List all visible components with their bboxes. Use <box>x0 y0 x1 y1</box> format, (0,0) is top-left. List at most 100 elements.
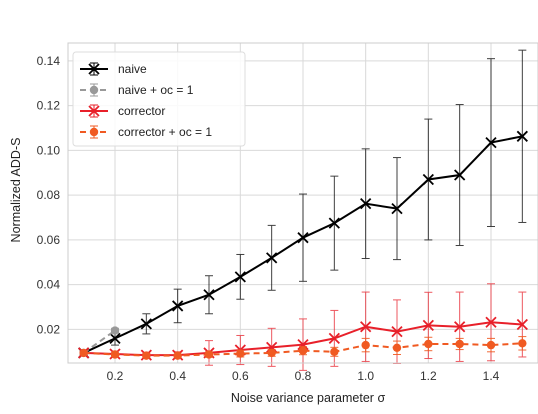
x-marker-stroke <box>297 339 309 351</box>
legend: naive naive + oc = 1 corrector corrector + … <box>72 51 246 147</box>
data-point <box>266 252 278 264</box>
series-line <box>83 342 523 357</box>
data-point <box>391 202 403 215</box>
series-group <box>78 49 528 371</box>
data-point <box>455 339 464 349</box>
data-point <box>518 339 527 348</box>
legend-label: corrector + oc = 1 <box>118 125 212 139</box>
x-tick-label: 0.2 <box>107 369 124 383</box>
y-tick-label: 0.02 <box>37 322 61 336</box>
x-marker-stroke <box>88 63 100 75</box>
data-point <box>361 340 370 350</box>
x-marker-stroke <box>485 136 497 149</box>
x-marker-stroke <box>485 316 497 328</box>
x-marker-stroke <box>454 321 466 333</box>
data-point <box>422 319 434 332</box>
data-point <box>173 351 182 360</box>
legend-label: corrector <box>118 104 165 118</box>
x-marker-stroke <box>297 232 309 244</box>
y-tick-labels: 0.02 0.04 0.06 0.08 0.10 0.12 0.14 <box>37 54 61 337</box>
x-marker-stroke <box>328 332 340 345</box>
data-point <box>142 351 151 360</box>
x-marker-stroke <box>454 169 466 181</box>
y-tick-label: 0.12 <box>37 99 61 113</box>
data-point <box>424 339 433 349</box>
x-tick-label: 0.4 <box>169 369 186 383</box>
x-marker-stroke <box>422 173 434 186</box>
data-point <box>392 343 402 352</box>
x-marker-stroke <box>391 326 403 338</box>
data-point <box>330 347 339 357</box>
data-point <box>328 332 340 345</box>
legend-item: corrector <box>80 104 165 118</box>
data-point <box>391 326 403 338</box>
x-marker-stroke <box>360 198 372 210</box>
series-corrector-oc-1 <box>79 336 527 360</box>
data-point <box>454 321 466 333</box>
y-tick-label: 0.10 <box>37 143 61 157</box>
data-point <box>297 339 309 351</box>
y-tick-label: 0.04 <box>37 278 61 292</box>
x-tick-label: 1.2 <box>420 369 437 383</box>
data-point <box>516 130 528 142</box>
y-axis-label: Normalized ADD-S <box>9 138 23 243</box>
data-point <box>486 340 496 350</box>
data-point <box>267 348 276 358</box>
y-tick-label: 0.14 <box>37 54 61 68</box>
y-tick-label: 0.08 <box>37 188 61 202</box>
data-point <box>454 169 466 181</box>
data-point <box>79 348 88 358</box>
data-point <box>110 326 120 335</box>
data-point <box>485 316 497 328</box>
data-point <box>234 271 246 283</box>
data-point <box>516 318 528 331</box>
data-point <box>360 321 372 333</box>
data-point <box>422 173 434 186</box>
x-marker-stroke <box>203 289 215 301</box>
x-marker-stroke <box>391 202 403 215</box>
y-tick-label: 0.06 <box>37 233 61 247</box>
legend-marker <box>88 63 100 75</box>
legend-marker <box>88 105 100 117</box>
x-marker-stroke <box>328 217 340 229</box>
data-point <box>109 332 121 345</box>
legend-label: naive <box>118 62 147 76</box>
legend-marker <box>89 85 99 95</box>
x-marker-stroke <box>172 300 184 312</box>
data-point <box>236 349 245 358</box>
data-point <box>297 232 309 244</box>
data-point <box>203 289 215 301</box>
x-marker-stroke <box>88 105 100 117</box>
x-marker-stroke <box>266 252 278 264</box>
data-point <box>485 136 497 149</box>
x-marker-stroke <box>109 332 121 345</box>
legend-box <box>72 51 246 147</box>
legend-marker <box>89 127 99 137</box>
data-point <box>140 318 152 330</box>
data-point <box>298 346 308 355</box>
legend-item: naive + oc = 1 <box>80 83 194 97</box>
data-point <box>110 350 120 359</box>
x-marker-stroke <box>360 321 372 333</box>
plot-frame <box>67 42 538 364</box>
data-point <box>204 350 214 359</box>
x-marker-stroke <box>234 271 246 283</box>
x-marker-stroke <box>422 319 434 332</box>
data-point <box>328 217 340 229</box>
legend-label: naive + oc = 1 <box>118 83 194 97</box>
data-point <box>172 300 184 312</box>
x-marker-stroke <box>140 318 152 330</box>
data-point <box>360 198 372 210</box>
x-marker-stroke <box>516 318 528 331</box>
x-tick-label: 0.8 <box>295 369 312 383</box>
legend-item: naive <box>80 62 147 76</box>
x-tick-label: 0.6 <box>232 369 249 383</box>
x-tick-labels: 0.2 0.4 0.6 0.8 1.0 1.2 1.4 <box>107 369 500 383</box>
x-axis-label: Noise variance parameter σ <box>231 391 386 405</box>
x-marker-stroke <box>516 130 528 142</box>
x-tick-label: 1.4 <box>483 369 500 383</box>
x-tick-label: 1.0 <box>357 369 374 383</box>
series-line <box>83 329 116 354</box>
legend-item: corrector + oc = 1 <box>80 125 212 139</box>
